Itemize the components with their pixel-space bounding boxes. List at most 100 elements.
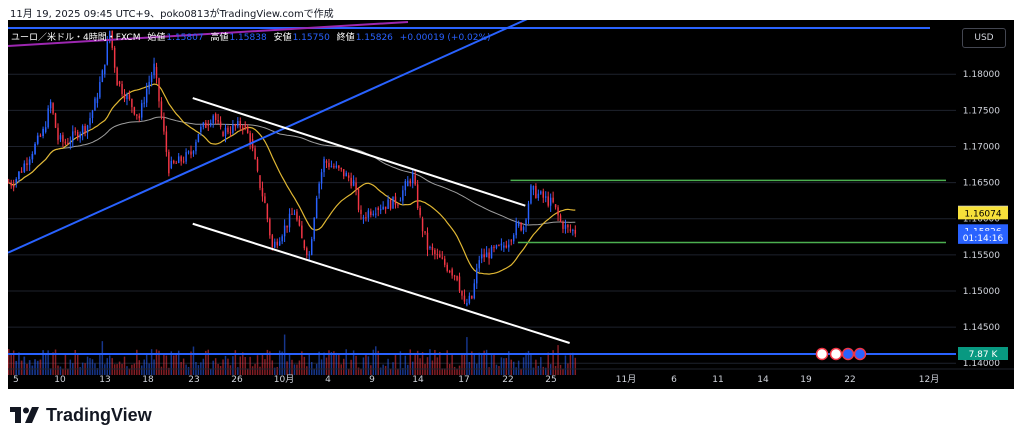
candle-body <box>387 199 389 209</box>
candle-body <box>458 276 461 291</box>
volume-bar <box>416 350 419 375</box>
volume-bar <box>96 368 99 375</box>
candle-body <box>123 93 126 100</box>
close-label: 終値 <box>336 33 355 43</box>
volume-bar <box>123 356 126 375</box>
candle-body <box>382 206 384 210</box>
volume-bar <box>160 366 163 375</box>
candle-body <box>478 260 480 269</box>
volume-bar <box>251 366 254 375</box>
volume-bar <box>399 351 402 375</box>
price-tick-label: 1.15000 <box>963 287 1000 297</box>
price-chart[interactable]: 1.18000 1.17500 1.17000 1.16500 1.16000 1.155… <box>8 20 1014 389</box>
candle-body <box>537 193 540 199</box>
tradingview-logo[interactable]: TradingView <box>10 404 152 426</box>
volume-bar <box>444 368 446 375</box>
economic-event-icon <box>815 347 829 361</box>
candle-body <box>554 204 557 208</box>
volume-bar <box>535 359 537 375</box>
short-moving-average-line <box>8 83 576 275</box>
time-axis-label: 14 <box>757 375 769 385</box>
volume-bar <box>463 353 466 375</box>
currency-button[interactable]: USD <box>962 28 1006 48</box>
candle-body <box>254 148 256 160</box>
volume-bar <box>104 364 106 375</box>
volume-bar <box>128 368 131 375</box>
candle-body <box>335 165 338 168</box>
candle-body <box>512 235 515 242</box>
candle-body <box>18 171 20 180</box>
candle-body <box>434 250 436 255</box>
time-axis-label: 11月 <box>616 374 636 385</box>
candle-body <box>237 121 239 127</box>
candle-body <box>214 113 217 121</box>
volume-bar <box>76 353 79 375</box>
candle-body <box>466 302 468 306</box>
candle-body <box>552 197 554 203</box>
candle-body <box>67 142 69 144</box>
candle-body <box>99 81 101 98</box>
volume-bar <box>525 352 527 375</box>
candle-body <box>173 160 175 163</box>
candle-body <box>372 213 375 215</box>
candle-body <box>131 98 133 108</box>
candle-body <box>500 243 503 246</box>
candle-body <box>303 240 306 249</box>
candle-body <box>39 135 42 137</box>
candle-body <box>242 127 244 130</box>
volume-bar <box>384 365 387 375</box>
volume-bar <box>239 356 242 375</box>
high-label: 高値 <box>210 33 229 43</box>
volume-bar <box>246 368 249 375</box>
candle-body <box>185 152 187 162</box>
volume-bar <box>431 360 434 375</box>
candle-body <box>160 101 163 117</box>
candle-body <box>293 213 296 215</box>
volume-bar <box>441 368 444 375</box>
price-tag-label: 1.16074 <box>964 209 1001 219</box>
volume-bar <box>318 351 320 375</box>
volume-bar <box>150 349 153 375</box>
candle-body <box>471 295 473 299</box>
candle-body <box>76 131 79 139</box>
low-value: 1.15750 <box>292 33 330 43</box>
volume-bar <box>547 352 549 375</box>
volume-bar <box>207 349 209 375</box>
chart-area[interactable]: 1.18000 1.17500 1.17000 1.16500 1.16000 1.155… <box>8 20 1014 389</box>
candle-body <box>278 241 281 246</box>
volume-bar <box>256 355 259 375</box>
volume-bar <box>18 352 20 375</box>
economic-event-icon <box>853 347 867 361</box>
time-axis-label: 13 <box>99 375 110 385</box>
candle-body <box>313 218 315 240</box>
volume-bar <box>357 367 360 375</box>
volume-bar <box>234 350 237 375</box>
candle-body <box>175 162 177 164</box>
volume-bar <box>155 349 158 375</box>
candle-body <box>490 246 493 259</box>
volume-bar <box>488 367 490 375</box>
price-tick-label: 1.17000 <box>963 142 1000 152</box>
volume-bar <box>483 350 485 375</box>
volume-bar <box>269 351 271 375</box>
candle-body <box>338 165 340 168</box>
volume-bar <box>232 356 234 375</box>
candle-body <box>535 185 537 199</box>
volume-bar <box>360 368 362 375</box>
candle-body <box>286 225 288 228</box>
time-axis-label: 9 <box>369 375 375 385</box>
price-tick-label: 1.15500 <box>963 251 1000 261</box>
candle-body <box>269 219 271 236</box>
candle-body <box>569 229 572 231</box>
volume-bar <box>554 365 557 375</box>
candle-body <box>495 245 498 248</box>
volume-bar <box>394 355 397 375</box>
candle-body <box>138 115 141 119</box>
candle-body <box>10 182 12 186</box>
volume-tag-label: 7.87 K <box>969 350 999 360</box>
symbol-label[interactable]: ユーロ／米ドル・4時間・FXCM <box>11 33 141 43</box>
candle-body <box>281 236 283 242</box>
candle-body <box>219 121 222 127</box>
candle-body <box>525 219 527 226</box>
volume-bar <box>111 358 113 375</box>
